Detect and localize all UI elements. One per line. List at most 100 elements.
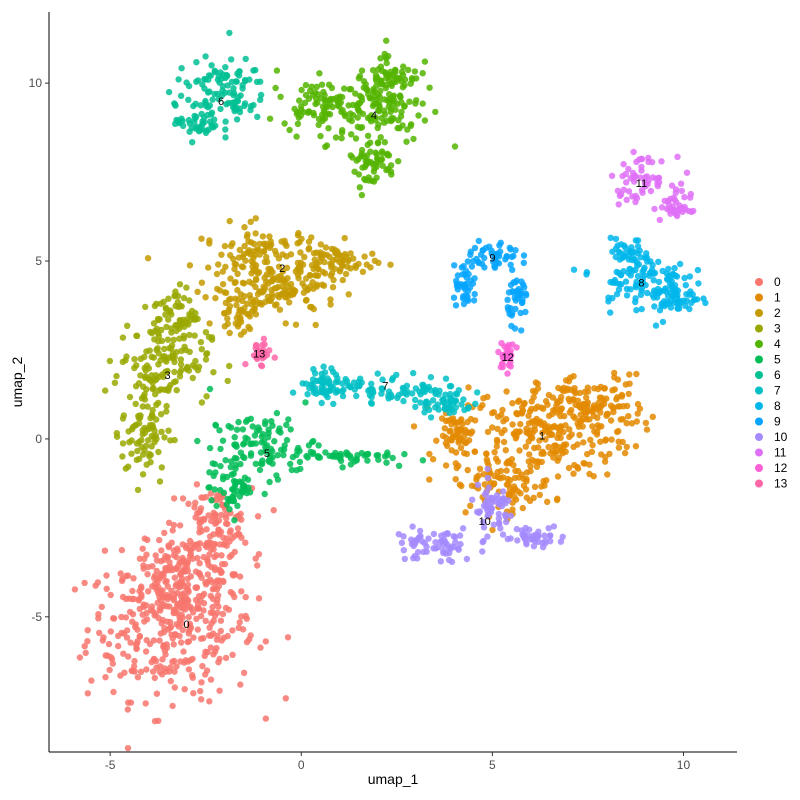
cluster-point xyxy=(390,92,397,99)
cluster-point xyxy=(460,396,467,403)
cluster-point xyxy=(554,473,562,480)
cluster-point xyxy=(232,441,240,448)
cluster-point xyxy=(118,546,126,554)
cluster-point xyxy=(471,448,478,455)
cluster-point xyxy=(474,481,482,489)
cluster-point xyxy=(541,532,548,539)
cluster-point xyxy=(241,293,248,300)
cluster-point xyxy=(627,286,634,293)
cluster-point xyxy=(191,332,198,339)
cluster-point xyxy=(162,552,169,560)
cluster-point xyxy=(102,387,109,394)
cluster-point xyxy=(230,497,238,504)
cluster-point xyxy=(241,224,248,231)
cluster-point xyxy=(211,116,218,123)
cluster-point xyxy=(271,354,278,361)
cluster-point xyxy=(623,292,631,299)
cluster-point xyxy=(171,684,178,691)
cluster-point xyxy=(608,172,616,179)
cluster-point xyxy=(605,294,612,301)
cluster-point xyxy=(419,457,427,464)
cluster-point xyxy=(613,396,620,403)
cluster-point xyxy=(512,467,519,475)
cluster-point xyxy=(504,535,511,543)
cluster-point xyxy=(520,252,528,259)
cluster-point xyxy=(238,588,245,595)
cluster-point xyxy=(421,58,429,65)
cluster-point xyxy=(189,672,196,679)
cluster-point xyxy=(396,125,403,132)
cluster-point xyxy=(502,511,509,518)
cluster-point xyxy=(403,388,411,395)
cluster-point xyxy=(310,265,317,273)
cluster-point xyxy=(158,597,165,604)
cluster-point xyxy=(231,107,238,115)
legend-label-11: 11 xyxy=(774,446,787,460)
cluster-point xyxy=(461,285,469,293)
cluster-point xyxy=(98,603,106,611)
cluster-point xyxy=(672,189,679,196)
cluster-point xyxy=(227,424,235,431)
cluster-point xyxy=(633,307,640,314)
cluster-point xyxy=(222,457,229,464)
cluster-point xyxy=(174,589,181,597)
cluster-point xyxy=(517,420,524,428)
cluster-point xyxy=(634,243,642,250)
cluster-point xyxy=(202,356,210,363)
cluster-point xyxy=(221,310,228,317)
cluster-point xyxy=(236,105,243,112)
cluster-point xyxy=(421,539,428,547)
cluster-point xyxy=(148,330,156,337)
cluster-point xyxy=(517,292,524,299)
cluster-point xyxy=(173,387,180,394)
cluster-point xyxy=(294,120,302,128)
cluster-point xyxy=(206,484,213,491)
cluster-point xyxy=(426,476,433,483)
cluster-point xyxy=(178,639,185,646)
cluster-point xyxy=(197,505,205,512)
cluster-point xyxy=(239,453,247,460)
cluster-point xyxy=(152,610,159,617)
cluster-point xyxy=(506,459,513,466)
cluster-point xyxy=(570,470,577,477)
cluster-point xyxy=(254,513,262,520)
cluster-point xyxy=(296,97,303,104)
cluster-point xyxy=(169,658,176,665)
cluster-point xyxy=(574,397,582,404)
cluster-point xyxy=(155,338,162,345)
cluster-point xyxy=(452,539,459,546)
cluster-point xyxy=(419,70,426,77)
cluster-point xyxy=(236,68,243,75)
cluster-point xyxy=(447,416,454,423)
cluster-point xyxy=(313,272,320,279)
cluster-point xyxy=(509,341,516,348)
cluster-point xyxy=(203,539,211,547)
cluster-point xyxy=(222,654,230,662)
cluster-point xyxy=(128,450,135,457)
cluster-point xyxy=(203,667,211,674)
cluster-point xyxy=(633,194,641,202)
cluster-point xyxy=(173,553,180,561)
cluster-point xyxy=(188,307,196,315)
cluster-point xyxy=(219,281,227,288)
cluster-point xyxy=(452,533,459,541)
cluster-point xyxy=(200,600,208,607)
cluster-point xyxy=(143,602,150,609)
cluster-point xyxy=(236,493,244,500)
cluster-point xyxy=(283,293,291,301)
cluster-point xyxy=(161,529,168,537)
cluster-point xyxy=(491,264,499,271)
cluster-point xyxy=(479,548,486,555)
cluster-point xyxy=(403,138,410,145)
cluster-point xyxy=(393,371,400,379)
cluster-point xyxy=(227,295,234,302)
cluster-point xyxy=(354,114,361,121)
cluster-point xyxy=(216,427,223,434)
cluster-point xyxy=(235,93,242,101)
cluster-point xyxy=(202,97,209,105)
cluster-point xyxy=(411,552,418,560)
cluster-point xyxy=(520,281,527,288)
cluster-point xyxy=(271,302,279,309)
cluster-point xyxy=(207,644,214,651)
